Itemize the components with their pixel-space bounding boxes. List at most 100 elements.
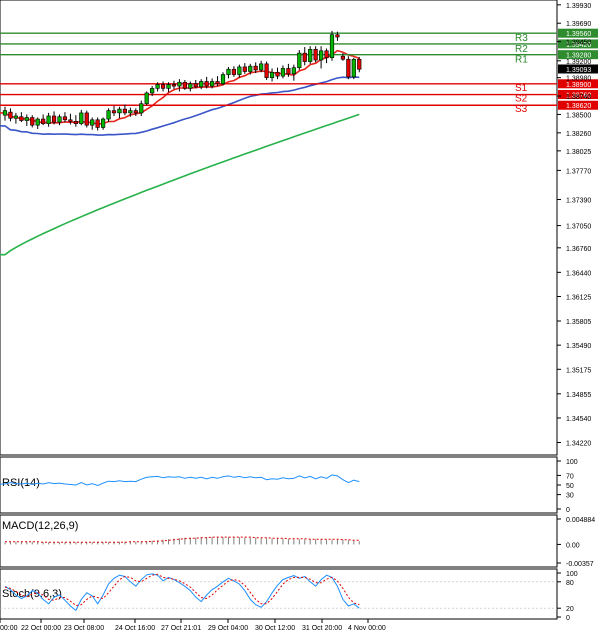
candle — [155, 82, 160, 92]
candle-body-up — [177, 81, 182, 87]
candle — [269, 68, 275, 82]
price-tick-label: 1.39200 — [566, 59, 591, 66]
candle-body-down — [264, 63, 269, 78]
candle-body-up — [24, 117, 29, 121]
candle — [84, 110, 89, 128]
candle-body-up — [308, 48, 313, 62]
candle — [297, 50, 302, 70]
level-price-label: 1.38900 — [566, 82, 591, 89]
price-tick-label: 1.36125 — [566, 294, 591, 301]
price-tick-label: 1.35490 — [566, 343, 591, 350]
candle — [57, 114, 62, 126]
candle — [199, 79, 204, 90]
candle — [226, 66, 231, 79]
price-tick-label: 1.37770 — [566, 168, 591, 175]
candle — [171, 80, 177, 90]
level-price-label: 1.38760 — [566, 93, 591, 100]
candle — [188, 81, 193, 92]
candle-body-up — [90, 119, 95, 126]
price-tick-label: 1.38740 — [566, 94, 591, 101]
price-tick-label: 1.37390 — [566, 198, 591, 205]
candle — [101, 117, 106, 130]
macd-tick-label: -0.00357 — [566, 561, 594, 568]
macd-tick-label: 0.00 — [566, 542, 580, 549]
candle — [242, 63, 247, 74]
candle-body-up — [2, 110, 8, 116]
candle — [73, 115, 78, 127]
candle — [117, 106, 122, 119]
price-tick-label: 1.35805 — [566, 319, 591, 326]
stoch-k-line — [4, 573, 360, 612]
candle-body-up — [57, 116, 62, 123]
level-price-label: 1.39280 — [566, 53, 591, 60]
candle-body-down — [30, 117, 35, 126]
candle-body-up — [318, 50, 324, 61]
candle — [264, 61, 269, 80]
stoch-tick-label: 20 — [566, 606, 574, 613]
candle-body-up — [106, 110, 111, 120]
candle — [68, 113, 73, 125]
candle — [144, 91, 149, 106]
candle-body-down — [231, 68, 237, 75]
rsi-tick-label: 30 — [566, 493, 574, 500]
stoch-d-line — [4, 573, 360, 607]
candle — [41, 114, 46, 126]
ma-slow-line — [0, 113, 360, 256]
price-tick-label: 1.35175 — [566, 367, 591, 374]
price-tick-label: 1.38980 — [566, 76, 591, 83]
stoch-panel-frame — [0, 568, 558, 620]
time-tick-label: 00:00 — [0, 625, 18, 632]
candle — [318, 46, 324, 69]
candle — [286, 63, 291, 77]
level-price-tag — [558, 79, 598, 89]
candle-body-down — [335, 34, 340, 38]
time-tick-label: 22 Oct 00:00 — [21, 625, 61, 632]
price-tick-label: 1.36440 — [566, 270, 591, 277]
candle-body-down — [340, 55, 346, 60]
candle-body-down — [111, 110, 117, 114]
candle — [177, 79, 182, 92]
price-tick-label: 1.39450 — [566, 40, 591, 47]
candle-body-down — [133, 110, 138, 114]
candle — [291, 64, 296, 81]
candle — [357, 56, 362, 73]
current-price-label: 1.39093 — [566, 67, 591, 74]
candle-body-up — [248, 65, 253, 72]
candle-body-down — [171, 84, 177, 87]
candle — [24, 114, 29, 126]
main-price-panel: R3 1.39560 R2 1.39420 R1 1.39280 S1 1.38900 S2 1.… — [0, 0, 598, 456]
time-axis: 00:00 22 Oct 00:00 23 Oct 08:00 24 Oct 16:0… — [0, 619, 386, 632]
candle — [248, 63, 253, 75]
level-name-s2: S2 — [515, 94, 528, 105]
candle-body-down — [215, 81, 220, 85]
level-price-tag — [558, 90, 598, 100]
level-name-s1: S1 — [515, 83, 528, 94]
price-tick-label: 1.34855 — [566, 392, 591, 399]
candle — [231, 66, 237, 77]
candle-body-down — [204, 81, 209, 87]
candle-body-down — [302, 52, 307, 62]
candle-body-down — [346, 58, 351, 78]
price-tick-label: 1.38500 — [566, 112, 591, 119]
price-tick-label: 1.36760 — [566, 246, 591, 253]
stoch-tick-label: 0 — [566, 615, 570, 622]
candle — [13, 112, 19, 124]
candle — [346, 56, 351, 80]
candle — [35, 117, 40, 130]
candle — [139, 100, 144, 116]
time-tick-label: 23 Oct 08:00 — [64, 625, 104, 632]
rsi-tick-label: 100 — [566, 459, 578, 466]
macd-panel-frame — [0, 514, 558, 568]
macd-tick-label: 0.004884 — [566, 517, 595, 524]
macd-panel: MACD(12,26,9) 0.004884 0.00 -0.00357 — [0, 514, 595, 568]
candle — [193, 79, 198, 89]
candle-body-down — [286, 68, 291, 75]
candle — [166, 82, 171, 93]
stoch-tick-label: 100 — [566, 571, 578, 578]
candle-body-up — [139, 103, 144, 114]
candle — [259, 60, 264, 73]
candle — [160, 81, 166, 92]
candle-body-up — [297, 52, 302, 68]
candle-body-down — [68, 119, 73, 122]
price-tick-label: 1.39930 — [566, 3, 591, 10]
